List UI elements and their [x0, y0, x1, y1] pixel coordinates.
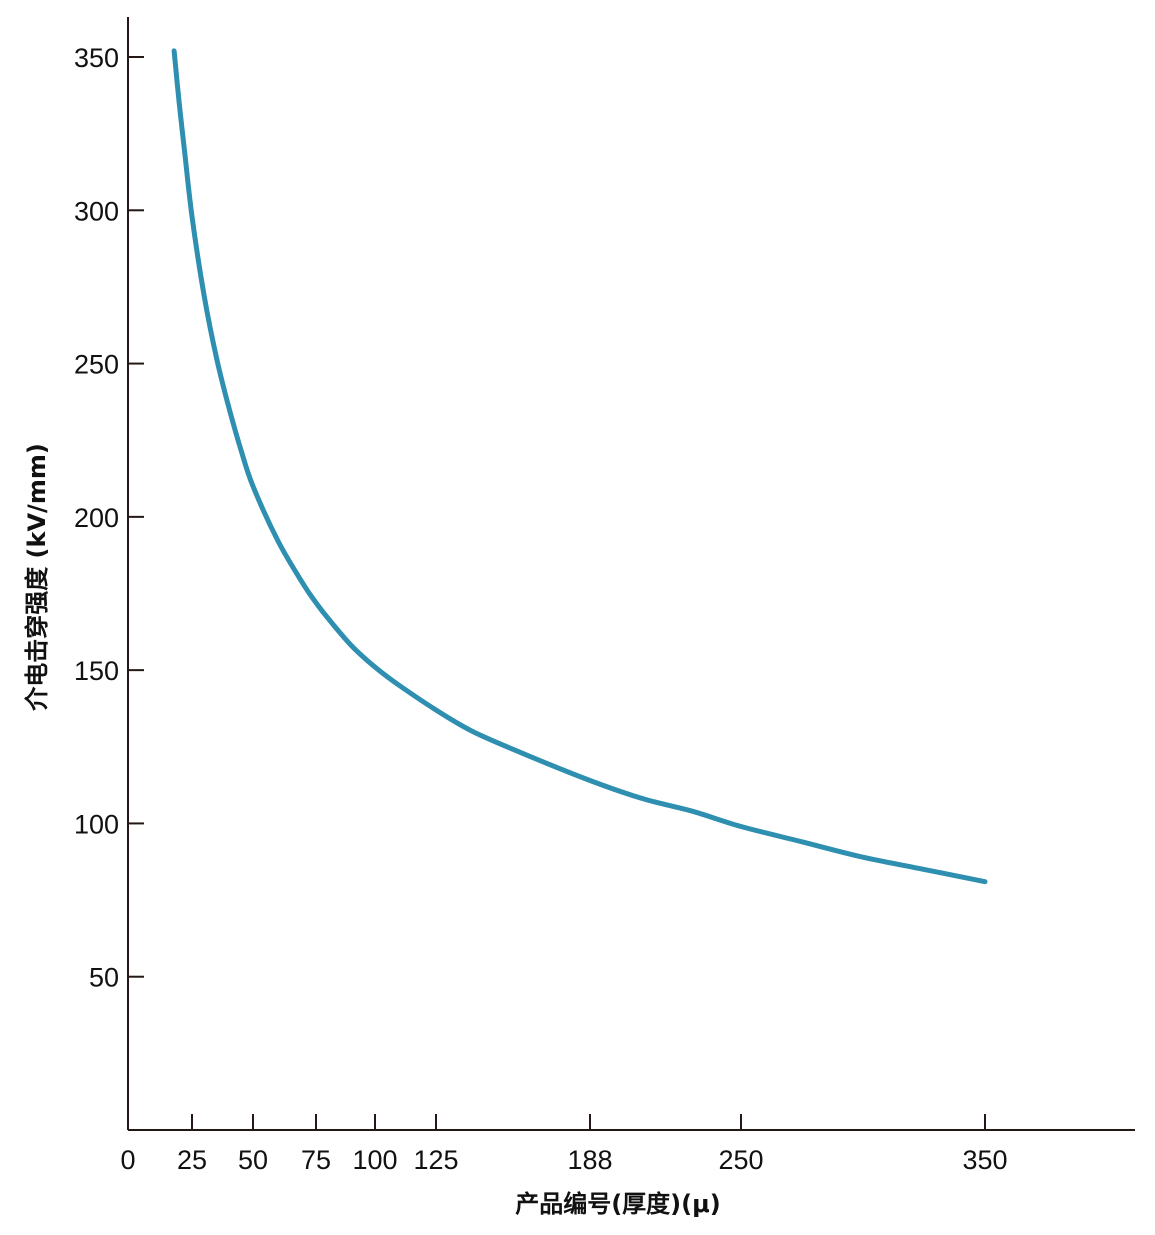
- x-tick-label: 50: [238, 1145, 268, 1175]
- y-tick-label: 350: [74, 43, 119, 73]
- ticks: 50 100 150 200 250 300 350 0 25 50 75 100 125 188 250 3…: [74, 43, 1008, 1175]
- y-tick-label: 100: [74, 809, 119, 839]
- y-tick-label: 200: [74, 503, 119, 533]
- axes: [127, 17, 1135, 1131]
- y-axis-title: 介电击穿强度 (kV/mm): [23, 443, 51, 712]
- x-axis-title: 产品编号(厚度)(μ): [515, 1190, 721, 1218]
- y-tick-label: 50: [89, 963, 119, 993]
- x-tick-label: 0: [120, 1145, 135, 1175]
- x-tick-label: 125: [413, 1145, 458, 1175]
- x-tick-label: 188: [567, 1145, 612, 1175]
- y-tick-label: 300: [74, 196, 119, 226]
- y-tick-label: 250: [74, 350, 119, 380]
- x-tick-label: 250: [718, 1145, 763, 1175]
- series-line: [171, 48, 988, 885]
- x-tick-label: 75: [301, 1145, 331, 1175]
- x-tick-label: 100: [352, 1145, 397, 1175]
- y-tick-label: 150: [74, 656, 119, 686]
- x-tick-label: 25: [177, 1145, 207, 1175]
- x-tick-label: 350: [962, 1145, 1007, 1175]
